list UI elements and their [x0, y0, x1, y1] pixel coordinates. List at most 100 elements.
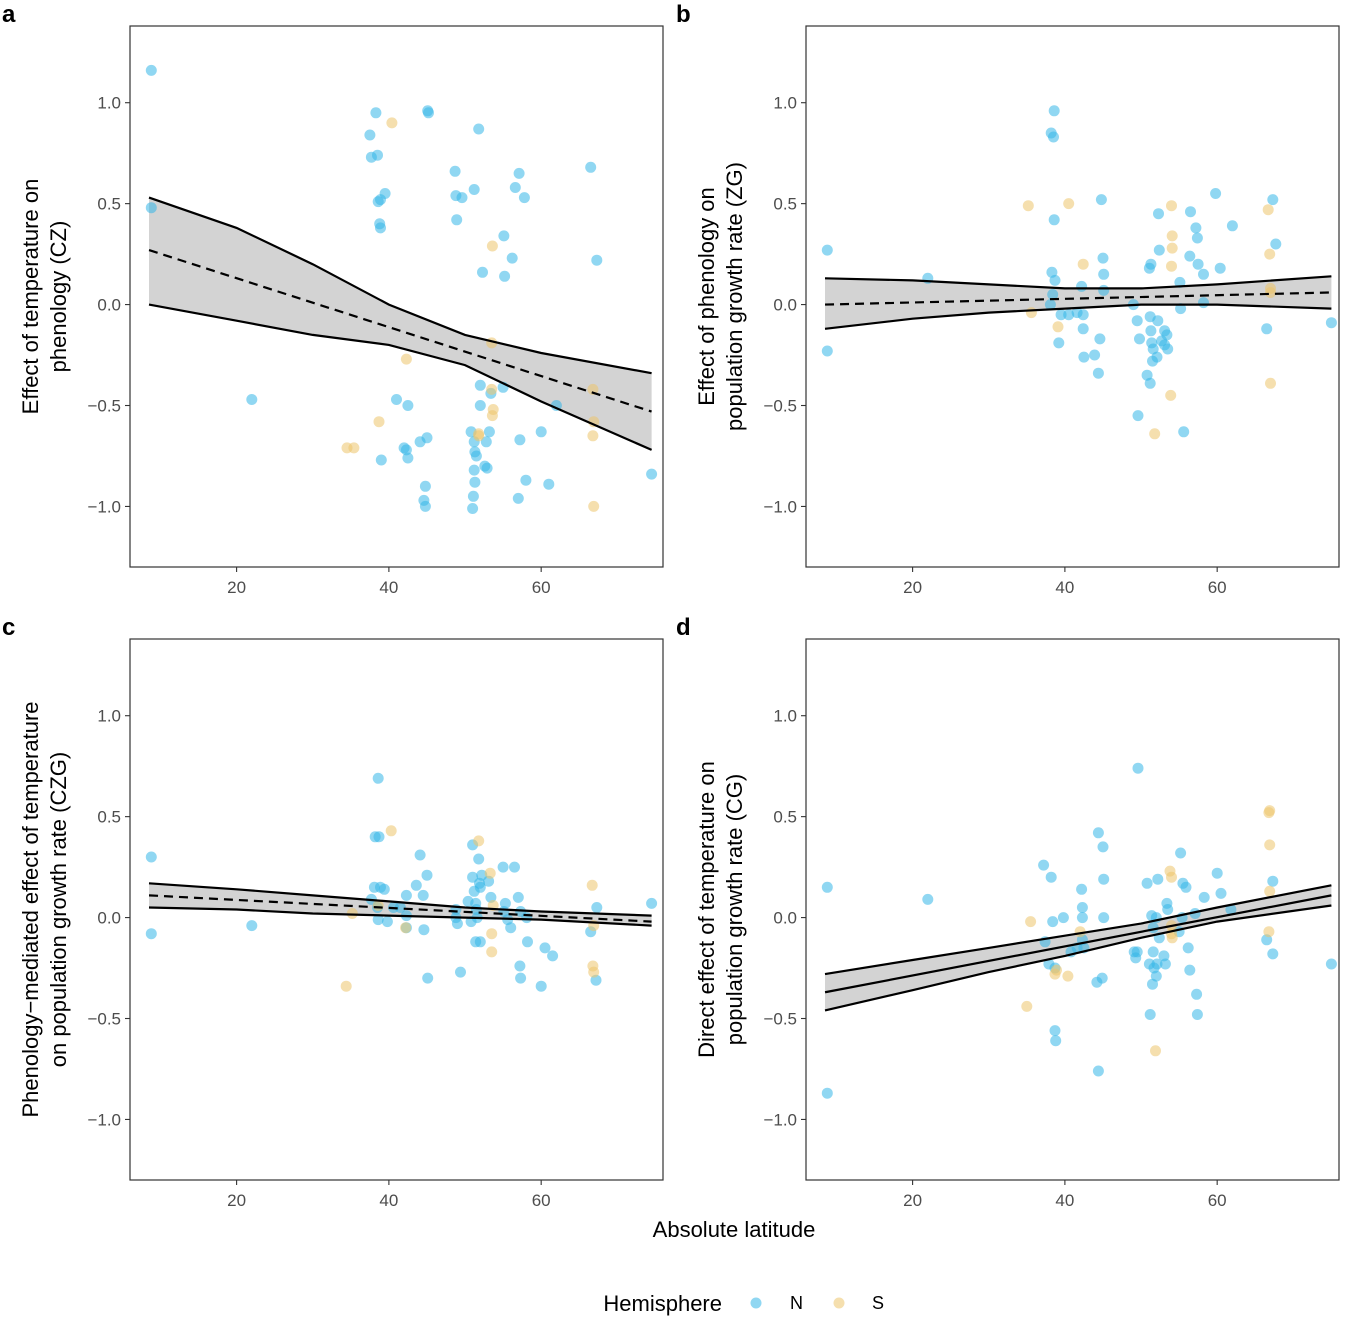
legend: Hemisphere N S	[603, 1291, 884, 1316]
data-point	[419, 500, 431, 512]
data-point	[1149, 428, 1161, 440]
data-point	[1078, 351, 1090, 363]
y-axis-label-line: Effect of temperature on	[18, 179, 43, 415]
legend-n-label: N	[790, 1293, 803, 1313]
y-tick-label: 0.5	[773, 808, 797, 827]
data-point	[588, 500, 600, 512]
data-point	[1175, 303, 1187, 315]
x-tick-label: 20	[903, 1191, 922, 1210]
data-point	[473, 123, 485, 135]
data-point	[1153, 208, 1164, 220]
data-point	[1267, 948, 1279, 960]
data-point	[486, 383, 498, 395]
data-point	[1048, 131, 1059, 143]
panel-label: b	[676, 1, 691, 28]
data-point	[455, 966, 466, 978]
panels: a −1.0 −0.5 0.0 0.5 1.0 20 40 60 Effect of temper…	[2, 1, 1340, 1210]
y-tick-label: −0.5	[87, 1010, 121, 1029]
data-point	[470, 450, 482, 462]
panel-label: c	[2, 614, 15, 641]
data-point	[513, 167, 525, 179]
data-point	[1264, 885, 1276, 897]
data-point	[543, 478, 555, 490]
data-point	[467, 490, 479, 502]
data-point	[486, 410, 498, 422]
data-point	[1198, 268, 1209, 280]
data-point	[1166, 871, 1177, 883]
data-point	[1063, 198, 1075, 210]
data-point	[506, 252, 518, 264]
data-point	[246, 394, 258, 405]
y-tick-label: −1.0	[87, 1110, 121, 1129]
legend-title: Hemisphere	[603, 1291, 722, 1316]
panel-label: a	[2, 1, 16, 28]
data-point	[497, 861, 509, 873]
legend-n-marker	[750, 1297, 762, 1309]
x-tick-label: 60	[532, 1191, 551, 1210]
data-point	[1047, 916, 1059, 928]
upper-bound-line	[148, 882, 652, 917]
x-tick-label: 20	[903, 578, 922, 597]
data-point	[1144, 1009, 1156, 1020]
data-point	[1045, 871, 1057, 883]
data-point	[370, 107, 382, 119]
data-point	[1077, 309, 1089, 321]
data-point	[499, 897, 511, 909]
y-tick-label: −1.0	[763, 497, 797, 516]
data-point	[468, 184, 480, 195]
data-point	[1325, 317, 1337, 329]
data-point	[474, 400, 486, 411]
data-point	[1055, 309, 1067, 321]
data-point	[474, 881, 486, 893]
data-point	[1150, 970, 1162, 982]
data-point	[468, 464, 480, 476]
data-point	[375, 454, 387, 466]
data-point	[1162, 904, 1174, 915]
data-point	[400, 353, 412, 365]
data-point	[480, 436, 492, 448]
x-axis-label: Absolute latitude	[653, 1217, 816, 1242]
legend-s-label: S	[872, 1293, 884, 1313]
data-point	[1159, 325, 1171, 337]
x-tick-label: 20	[227, 578, 246, 597]
data-point	[451, 214, 463, 226]
data-point	[1144, 377, 1156, 389]
y-tick-label: −1.0	[87, 497, 121, 516]
upper-bound-line	[824, 275, 1332, 290]
data-point	[1151, 958, 1163, 970]
x-tick-label: 60	[1208, 578, 1227, 597]
data-point	[1097, 841, 1109, 853]
data-point	[1185, 206, 1196, 218]
data-point	[1261, 323, 1273, 335]
data-point	[145, 64, 157, 76]
data-point	[1092, 1065, 1104, 1077]
y-tick-label: 0.0	[773, 909, 797, 928]
data-point	[522, 936, 533, 948]
plot-area	[821, 105, 1337, 440]
data-point	[1215, 887, 1227, 899]
data-point	[484, 867, 496, 879]
data-point	[1076, 280, 1088, 292]
data-point	[375, 222, 386, 234]
data-point	[1191, 1009, 1203, 1020]
data-point	[1132, 410, 1144, 422]
data-point	[1057, 912, 1069, 924]
data-point	[1077, 323, 1089, 335]
data-point	[1166, 260, 1177, 272]
data-point	[1159, 958, 1171, 970]
data-point	[1021, 1000, 1033, 1012]
data-point	[394, 902, 406, 913]
lower-bound-line	[824, 904, 1332, 1012]
data-point	[514, 434, 526, 446]
data-point	[348, 442, 360, 454]
data-point	[1262, 204, 1274, 216]
data-point	[1264, 248, 1276, 260]
panel-c: c −1.0 −0.5 0.0 0.5 1.0 20 40 60 Phenology−mediat…	[2, 614, 664, 1210]
y-tick-label: 1.0	[97, 94, 121, 113]
data-point	[1098, 284, 1110, 296]
data-point	[1052, 321, 1064, 333]
lower-bound-line	[824, 303, 1332, 330]
data-point	[1095, 194, 1107, 206]
data-point	[1097, 252, 1109, 264]
data-point	[535, 980, 547, 992]
